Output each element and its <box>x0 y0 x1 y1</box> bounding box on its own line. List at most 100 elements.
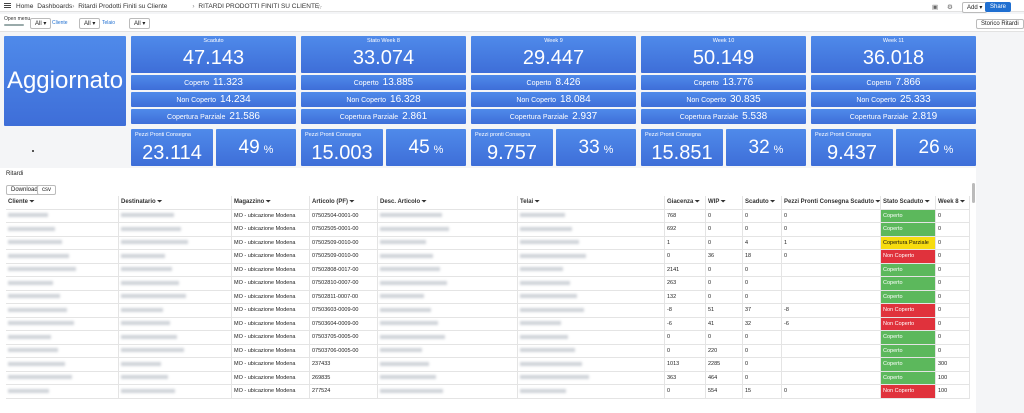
redacted <box>520 226 572 231</box>
table-cell <box>518 385 665 399</box>
table-cell: 0 <box>936 290 970 304</box>
redacted <box>121 375 168 380</box>
table-cell: 0 <box>936 304 970 318</box>
table-cell: 37 <box>743 304 782 318</box>
scrollbar[interactable] <box>972 183 975 203</box>
table-cell: 0 <box>743 209 782 223</box>
kpi-pct-box: 32% <box>726 129 806 166</box>
redacted <box>121 334 177 339</box>
redacted <box>380 240 426 245</box>
column-header[interactable]: Cliente ⏷ <box>6 196 119 210</box>
table-cell <box>518 290 665 304</box>
column-header[interactable]: Week 8 ⏷ <box>936 196 970 210</box>
breadcrumb-item[interactable]: Dashboards <box>37 3 73 10</box>
table-cell: 41 <box>706 317 743 331</box>
table-cell: 0 <box>665 331 706 345</box>
top-bar <box>0 0 1024 12</box>
table-cell: 1 <box>665 236 706 250</box>
format-button[interactable]: csv <box>37 185 56 195</box>
table-cell: MO - ubicazione Modena <box>232 236 310 250</box>
redacted <box>8 348 58 353</box>
table-cell: 0 <box>782 223 881 237</box>
column-header[interactable]: WIP ⏷ <box>706 196 743 210</box>
table-cell: Coperto <box>881 358 936 372</box>
kpi-total: 36.018 <box>862 47 925 69</box>
table-cell: 132 <box>665 290 706 304</box>
kpi-pct-unit: % <box>773 144 784 156</box>
breadcrumb-item[interactable]: Home <box>16 3 34 10</box>
column-header[interactable]: Articolo (PF) ⏷ <box>310 196 378 210</box>
redacted <box>121 307 163 312</box>
column-header[interactable]: Scaduto ⏷ <box>743 196 782 210</box>
column-header[interactable]: Giacenza ⏷ <box>665 196 706 210</box>
redacted <box>520 280 570 285</box>
kpi-total-box: Week 11 36.018 <box>811 36 976 73</box>
column-header[interactable]: Desc. Articolo ⏷ <box>378 196 518 210</box>
storico-button[interactable]: Storico Ritardi <box>976 19 1024 29</box>
kpi-pct-unit: % <box>603 144 614 156</box>
slider[interactable] <box>4 24 24 26</box>
column-header[interactable]: Pezzi Pronti Consegna Scaduto ⏷ <box>782 196 881 210</box>
table-cell <box>6 277 119 291</box>
table-cell: 0 <box>782 385 881 399</box>
redacted <box>8 267 76 272</box>
redacted <box>8 226 55 231</box>
filter-select[interactable]: All ▾ <box>129 18 151 29</box>
table-cell: 220 <box>706 344 743 358</box>
kpi-row-label: Non Coperto <box>686 97 727 104</box>
kpi-row: Non Coperto 30.835 <box>641 92 806 107</box>
kpi-total-box: Week 10 50.149 <box>641 36 806 73</box>
table-cell <box>518 277 665 291</box>
column-header[interactable]: Stato Scaduto ⏷ <box>881 196 936 210</box>
kpi-title: Scaduto <box>203 38 224 44</box>
add-button[interactable]: Add ▾ <box>962 2 988 13</box>
table-cell: Non Coperto <box>881 385 936 399</box>
filter-select[interactable]: All ▾ <box>79 18 101 29</box>
table-cell <box>6 317 119 331</box>
kpi-pct: 49 <box>238 137 260 158</box>
kpi-row-value: 2.861 <box>402 111 428 122</box>
kpi-row: Copertura Parziale 5.538 <box>641 109 806 124</box>
table-cell <box>6 236 119 250</box>
table-cell <box>518 209 665 223</box>
kpi-pct: 33 <box>578 137 600 158</box>
column-header[interactable]: Telai ⏷ <box>518 196 665 210</box>
table-cell: 237433 <box>310 358 378 372</box>
kpi-row-label: Coperto <box>866 80 892 87</box>
table-cell: Coperto <box>881 223 936 237</box>
table-cell: 263 <box>665 277 706 291</box>
kpi-pct-box: 45% <box>386 129 466 166</box>
share-button[interactable]: Share <box>985 2 1012 12</box>
kpi-row: Copertura Parziale 2.937 <box>471 109 636 124</box>
table-title: Ritardi <box>6 171 24 177</box>
menu-icon[interactable] <box>4 3 11 8</box>
table-cell <box>119 250 232 264</box>
kpi-ready-label: Pezzi pronti Consegna <box>475 132 531 138</box>
table-cell: -6 <box>782 317 881 331</box>
table-cell: 269835 <box>310 371 378 385</box>
filter-select[interactable]: All ▾ <box>30 18 52 29</box>
kpi-row-value: 25.333 <box>900 94 931 105</box>
menu-icon-bar <box>4 5 11 6</box>
table-cell <box>378 304 518 318</box>
redacted <box>8 213 48 218</box>
redacted <box>380 348 422 353</box>
table-cell <box>378 263 518 277</box>
breadcrumb-item[interactable]: Ritardi Prodotti Finiti su Cliente <box>78 3 168 10</box>
table-cell: 18 <box>743 250 782 264</box>
table-cell <box>119 358 232 372</box>
table-cell <box>378 290 518 304</box>
table-cell: 300 <box>936 358 970 372</box>
kpi-total: 29.447 <box>522 47 585 69</box>
table-cell <box>119 290 232 304</box>
table-cell: 0 <box>665 344 706 358</box>
column-header[interactable]: Destinatario ⏷ <box>119 196 232 210</box>
table-cell: 0 <box>936 263 970 277</box>
redacted <box>380 267 440 272</box>
table-cell <box>119 223 232 237</box>
redacted <box>121 280 179 285</box>
kpi-row-value: 11.323 <box>213 77 243 88</box>
table-cell <box>6 358 119 372</box>
column-header[interactable]: Magazzino ⏷ <box>232 196 310 210</box>
status: Aggiornato <box>4 36 126 126</box>
